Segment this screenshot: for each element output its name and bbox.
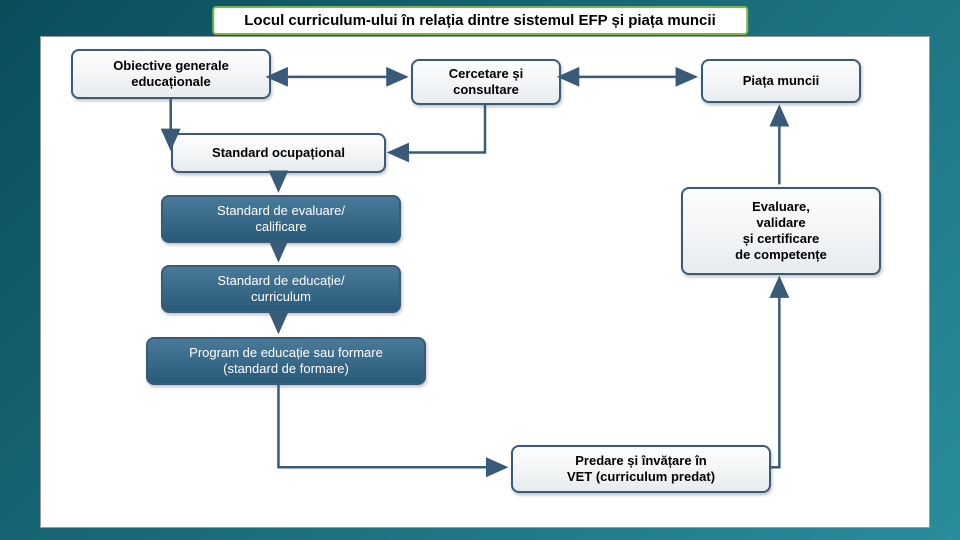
node-label: Program de educație sau formare(standard… (189, 345, 383, 378)
node-label: Cercetare șiconsultare (449, 66, 523, 99)
page-title: Locul curriculum-ului în relația dintre … (212, 6, 748, 35)
node-obiective: Obiective generaleeducaționale (71, 49, 271, 99)
node-evaluare: Standard de evaluare/calificare (161, 195, 401, 243)
node-cercetare: Cercetare șiconsultare (411, 59, 561, 105)
node-label: Standard ocupațional (212, 145, 345, 161)
node-label: Predare și învățare înVET (curriculum pr… (567, 453, 715, 486)
flowchart-container: Obiective generaleeducaționale Cercetare… (40, 36, 930, 528)
node-program: Program de educație sau formare(standard… (146, 337, 426, 385)
node-label: Evaluare,validareși certificarede compet… (735, 199, 827, 264)
node-ocupational: Standard ocupațional (171, 133, 386, 173)
node-label: Piața muncii (743, 73, 820, 89)
node-piata: Piața muncii (701, 59, 861, 103)
node-predare: Predare și învățare înVET (curriculum pr… (511, 445, 771, 493)
node-label: Standard de educație/curriculum (217, 273, 344, 306)
node-label: Standard de evaluare/calificare (217, 203, 345, 236)
node-validare: Evaluare,validareși certificarede compet… (681, 187, 881, 275)
node-label: Obiective generaleeducaționale (113, 58, 229, 91)
node-educatie: Standard de educație/curriculum (161, 265, 401, 313)
